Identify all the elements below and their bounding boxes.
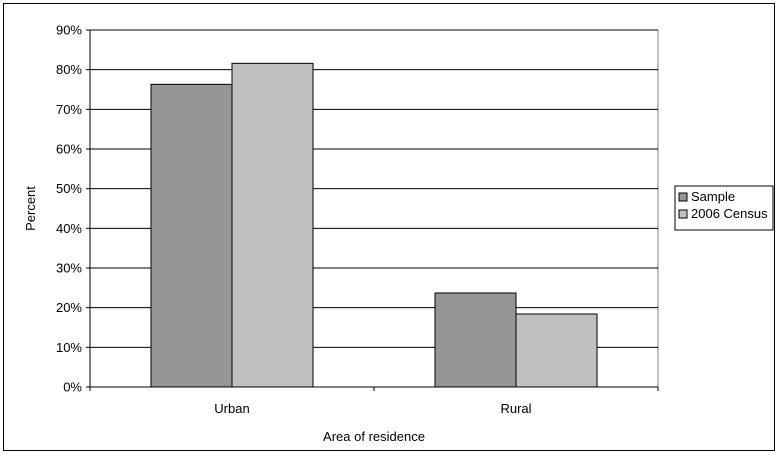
legend-label-census: 2006 Census (691, 206, 768, 221)
y-tick-label: 30% (56, 261, 82, 276)
y-tick-label: 90% (56, 23, 82, 38)
y-axis-title: Percent (23, 186, 38, 231)
bar-urban-sample (150, 83, 233, 388)
y-tick-label: 20% (56, 300, 82, 315)
bars (150, 62, 598, 388)
x-tick-label: Urban (214, 401, 249, 416)
y-tick-label: 60% (56, 142, 82, 157)
y-axis-ticks: 0% 10% 20% 30% 40% 50% 60% 70% 80% 90% (56, 23, 90, 395)
y-tick-label: 80% (56, 62, 82, 77)
bar-rural-sample (434, 292, 517, 388)
y-tick-label: 70% (56, 102, 82, 117)
y-tick-label: 50% (56, 181, 82, 196)
legend-label-sample: Sample (691, 189, 735, 204)
x-tick-label: Rural (500, 401, 531, 416)
y-tick-label: 10% (56, 340, 82, 355)
y-tick-label: 0% (63, 380, 82, 395)
bar-urban-census (231, 62, 314, 388)
bar-rural-census (515, 313, 598, 388)
x-axis-ticks: Urban Rural (89, 387, 659, 416)
legend-box (674, 185, 774, 231)
x-axis-title: Area of residence (323, 429, 425, 444)
legend: Sample 2006 Census (674, 185, 774, 231)
y-tick-label: 40% (56, 221, 82, 236)
legend-swatch-sample (678, 192, 688, 202)
legend-swatch-census (678, 209, 688, 219)
